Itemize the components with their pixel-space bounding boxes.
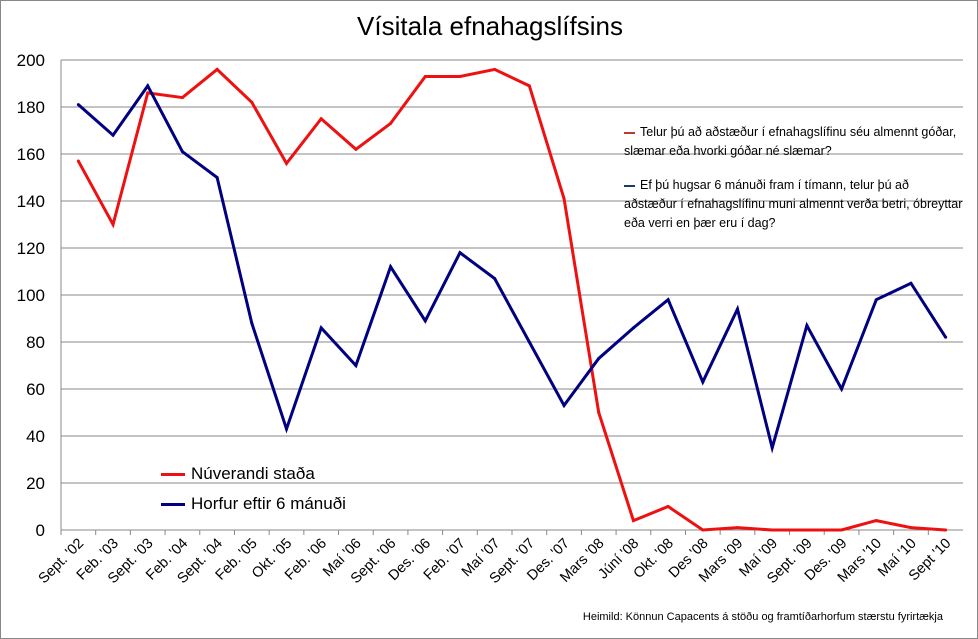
legend-label: Horfur eftir 6 mánuði	[191, 494, 346, 513]
data-point	[527, 340, 531, 344]
y-tick-label: 40	[26, 427, 45, 446]
data-point	[562, 197, 566, 201]
legend-line-icon	[161, 502, 185, 506]
legend-item-outlook: Horfur eftir 6 mánuði	[161, 489, 346, 519]
data-point	[597, 411, 601, 414]
chart-title: Vísitala efnahagslífsins	[357, 11, 623, 41]
annotation-text: Ef þú hugsar 6 mánuði fram í tímann, tel…	[624, 178, 963, 230]
data-point	[909, 526, 913, 530]
data-point	[701, 528, 705, 532]
data-point	[250, 100, 254, 104]
data-point	[909, 281, 913, 285]
data-point	[215, 67, 219, 71]
data-point	[597, 356, 601, 360]
data-point	[423, 74, 427, 78]
data-point	[770, 446, 774, 450]
data-point	[874, 298, 878, 302]
data-point	[562, 403, 566, 407]
data-point	[770, 528, 774, 532]
data-point	[250, 321, 254, 325]
data-point	[319, 117, 323, 121]
data-point	[493, 67, 497, 71]
data-point	[285, 161, 288, 165]
red-swatch-icon	[624, 131, 635, 134]
data-point	[944, 528, 948, 532]
data-point	[146, 91, 150, 95]
data-point	[111, 133, 115, 137]
data-point	[389, 265, 393, 269]
legend-label: Núverandi staða	[191, 464, 315, 483]
y-tick-label: 180	[17, 98, 45, 117]
data-point	[736, 307, 739, 311]
data-point	[180, 150, 184, 154]
y-tick-label: 80	[26, 333, 45, 352]
series-line-0	[77, 67, 946, 532]
y-tick-label: 60	[26, 380, 45, 399]
data-point	[76, 103, 80, 107]
data-point	[458, 251, 462, 255]
data-point	[354, 147, 358, 151]
annotation-text: Telur þú að aðstæður í efnahagslífinu sé…	[624, 125, 957, 158]
data-point	[631, 519, 635, 523]
data-point	[527, 84, 531, 88]
y-tick-label: 200	[17, 51, 45, 70]
data-point	[805, 324, 809, 328]
data-point	[215, 176, 219, 179]
y-tick-label: 100	[17, 286, 45, 305]
data-point	[146, 84, 150, 88]
data-point	[389, 121, 393, 125]
y-tick-label: 140	[17, 192, 45, 211]
y-tick-label: 160	[17, 145, 45, 164]
data-point	[666, 298, 670, 302]
y-tick-label: 20	[26, 474, 45, 493]
data-point	[840, 387, 844, 391]
data-point	[631, 326, 635, 330]
data-point	[319, 326, 323, 330]
y-tick-label: 120	[17, 239, 45, 258]
data-point	[354, 364, 358, 367]
data-point	[666, 505, 670, 508]
series-line-1	[77, 82, 947, 454]
legend-item-current: Núverandi staða	[161, 459, 346, 489]
data-point	[111, 223, 115, 226]
data-point	[874, 519, 878, 523]
data-point	[180, 96, 184, 100]
legend-line-icon	[161, 472, 185, 476]
blue-swatch-icon	[624, 184, 635, 187]
data-point	[736, 526, 739, 530]
data-point	[493, 277, 497, 281]
annotation-outlook: Ef þú hugsar 6 mánuði fram í tímann, tel…	[624, 176, 964, 233]
legend: Núverandi staða Horfur eftir 6 mánuði	[161, 459, 346, 519]
data-point	[701, 380, 705, 384]
data-point	[423, 319, 427, 323]
data-point	[840, 528, 844, 532]
data-point	[285, 427, 288, 431]
source-note: Heimild: Könnun Capacents á stöðu og fra…	[582, 611, 943, 623]
data-point	[805, 528, 809, 532]
y-tick-label: 0	[36, 521, 45, 540]
data-point	[944, 335, 948, 339]
data-point	[458, 74, 462, 78]
annotation-current: Telur þú að aðstæður í efnahagslífinu sé…	[624, 123, 964, 161]
data-point	[76, 159, 80, 163]
